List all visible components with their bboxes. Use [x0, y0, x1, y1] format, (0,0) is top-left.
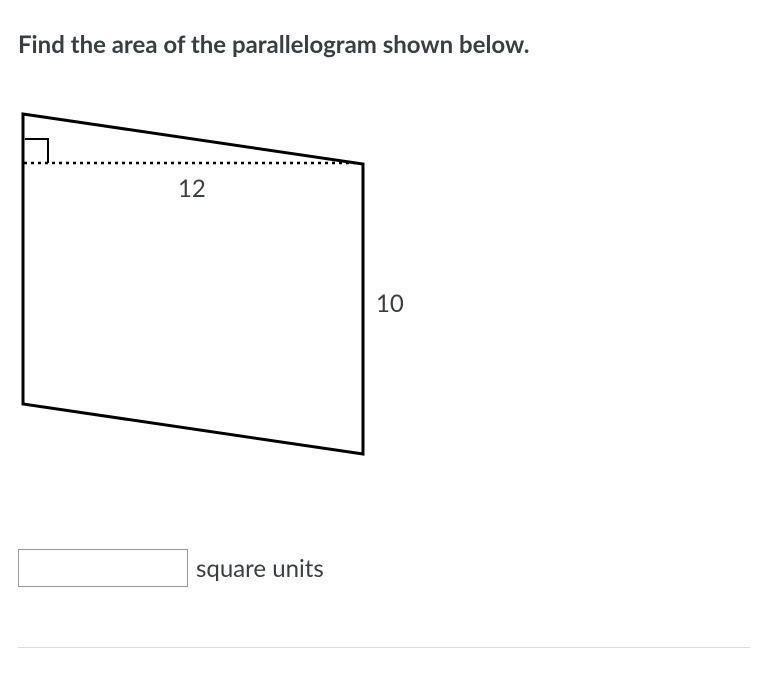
right-angle-marker	[25, 139, 48, 163]
divider	[18, 647, 750, 648]
question-prompt: Find the area of the parallelogram shown…	[18, 30, 750, 59]
diagram-svg	[18, 109, 438, 489]
answer-input[interactable]	[18, 549, 188, 587]
answer-row: square units	[18, 549, 750, 587]
parallelogram-shape	[23, 114, 363, 454]
parallelogram-diagram: 12 10	[18, 109, 438, 489]
side-label: 10	[376, 289, 404, 318]
base-label: 12	[178, 174, 206, 203]
units-label: square units	[196, 554, 324, 583]
